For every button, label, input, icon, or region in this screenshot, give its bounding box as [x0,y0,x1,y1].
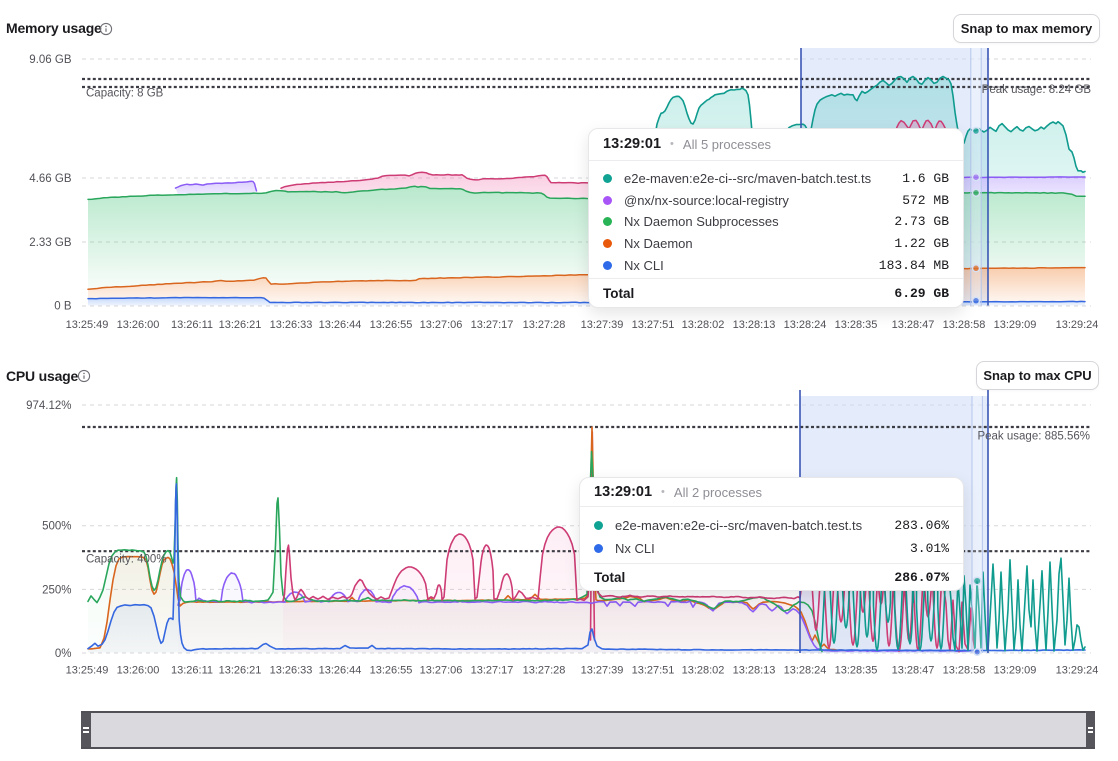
svg-text:Capacity: 400%: Capacity: 400% [86,554,167,566]
svg-text:0 B: 0 B [54,301,72,313]
svg-text:13:26:55: 13:26:55 [370,665,413,677]
svg-text:13:26:55: 13:26:55 [370,319,413,331]
svg-text:13:28:35: 13:28:35 [835,665,878,677]
svg-text:13:29:09: 13:29:09 [994,665,1037,677]
svg-text:500%: 500% [42,521,71,533]
svg-text:13:26:44: 13:26:44 [319,665,362,677]
svg-text:13:28:58: 13:28:58 [943,319,986,331]
svg-text:13:27:51: 13:27:51 [632,665,675,677]
svg-text:13:27:51: 13:27:51 [632,319,675,331]
svg-text:13:26:00: 13:26:00 [117,319,160,331]
svg-text:13:28:35: 13:28:35 [835,319,878,331]
svg-text:13:27:17: 13:27:17 [471,665,514,677]
svg-text:9.06 GB: 9.06 GB [29,54,72,66]
svg-text:Capacity: 8 GB: Capacity: 8 GB [86,88,164,100]
svg-text:0%: 0% [55,648,72,660]
svg-text:13:29:24: 13:29:24 [1056,319,1099,331]
svg-text:13:25:49: 13:25:49 [66,319,109,331]
svg-text:250%: 250% [42,584,71,596]
svg-text:13:28:24: 13:28:24 [784,665,827,677]
svg-text:13:25:49: 13:25:49 [66,665,109,677]
svg-text:13:29:09: 13:29:09 [994,319,1037,331]
svg-text:13:26:11: 13:26:11 [171,319,213,331]
svg-text:13:27:28: 13:27:28 [523,319,566,331]
svg-text:13:28:02: 13:28:02 [682,319,725,331]
svg-text:13:27:06: 13:27:06 [420,319,463,331]
svg-text:13:27:39: 13:27:39 [581,319,624,331]
svg-text:13:26:00: 13:26:00 [117,665,160,677]
svg-text:13:28:47: 13:28:47 [892,319,935,331]
svg-text:2.33 GB: 2.33 GB [29,237,72,249]
svg-text:13:26:33: 13:26:33 [270,319,313,331]
svg-text:13:26:11: 13:26:11 [171,665,213,677]
svg-text:13:28:47: 13:28:47 [892,665,935,677]
svg-text:13:28:13: 13:28:13 [733,319,776,331]
svg-text:13:29:24: 13:29:24 [1056,665,1099,677]
svg-text:13:27:06: 13:27:06 [420,665,463,677]
svg-text:13:26:21: 13:26:21 [219,665,262,677]
svg-text:13:26:21: 13:26:21 [219,319,262,331]
svg-text:13:28:13: 13:28:13 [733,665,776,677]
svg-text:13:28:24: 13:28:24 [784,319,827,331]
svg-text:13:27:39: 13:27:39 [581,665,624,677]
svg-text:13:28:02: 13:28:02 [682,665,725,677]
svg-text:13:27:28: 13:27:28 [523,665,566,677]
svg-text:13:28:58: 13:28:58 [943,665,986,677]
svg-text:13:26:44: 13:26:44 [319,319,362,331]
svg-text:4.66 GB: 4.66 GB [29,173,72,185]
svg-text:Peak usage: 8.24 GB: Peak usage: 8.24 GB [982,84,1092,96]
svg-text:13:26:33: 13:26:33 [270,665,313,677]
svg-text:13:27:17: 13:27:17 [471,319,514,331]
svg-text:Peak usage: 885.56%: Peak usage: 885.56% [977,431,1090,443]
svg-text:974.12%: 974.12% [26,400,71,412]
